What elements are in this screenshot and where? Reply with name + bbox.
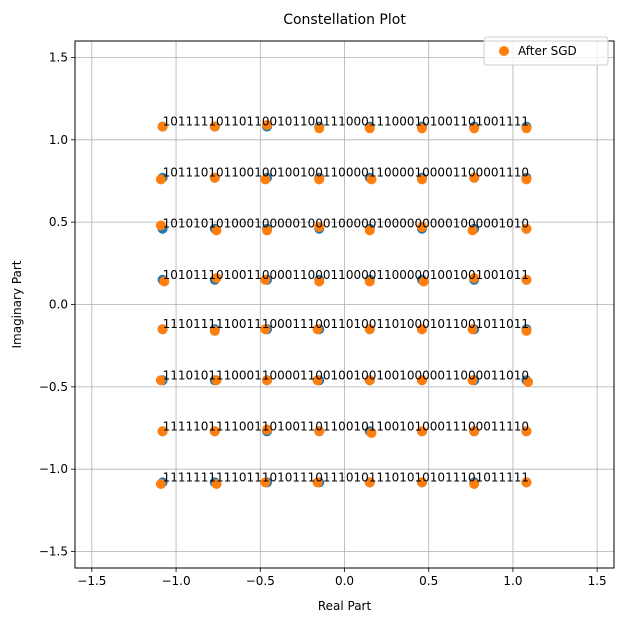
bit-label-row: 1010101010001000001000100000100000000010… [163,217,529,231]
after-sgd-point [262,375,273,386]
after-sgd-point [262,225,273,236]
x-tick-label: 0.0 [335,574,354,588]
after-sgd-point [418,276,429,287]
after-sgd-point [314,276,325,287]
after-sgd-point [467,324,478,335]
after-sgd-point [260,477,271,488]
bit-label-row: 1110111110011100011100110100110100010110… [163,317,529,331]
after-sgd-point [155,479,166,490]
bit-label-row: 1011101011001001001001100001100001000011… [163,166,529,180]
after-sgd-point [416,324,427,335]
after-sgd-point [467,225,478,236]
after-sgd-point [159,276,170,287]
after-sgd-point [155,220,166,231]
after-sgd-point [314,174,325,185]
after-sgd-point [416,174,427,185]
bit-label-row: 1111111111011101011101110101110101010111… [163,470,529,484]
chart-title: Constellation Plot [283,12,406,28]
after-sgd-point [312,375,323,386]
after-sgd-point [469,273,480,284]
y-tick-label: −0.5 [39,380,68,394]
after-sgd-point [364,324,375,335]
bit-label-row: 1011111011011001011001110001110001010011… [163,115,529,129]
after-sgd-point [312,477,323,488]
after-sgd-point [416,222,427,233]
x-tick-label: 0.5 [419,574,438,588]
after-sgd-point [209,172,220,183]
after-sgd-point [157,121,168,132]
bit-label-row: 1110101110001100001100100100100100000110… [163,368,529,382]
after-sgd-point [521,274,532,285]
after-sgd-point [364,276,375,287]
after-sgd-point [366,174,377,185]
after-sgd-point [312,324,323,335]
after-sgd-point [523,376,534,387]
y-tick-label: −1.5 [39,545,68,559]
after-sgd-point [416,375,427,386]
x-tick-label: 1.5 [588,574,607,588]
legend-marker-after-sgd [499,46,509,56]
bit-label-row: 1010111010011000011000110000110000010010… [163,268,529,282]
y-tick-label: 1.5 [49,50,68,64]
after-sgd-point [521,477,532,488]
x-axis-ticks: −1.5 −1.0 −0.5 0.0 0.5 1.0 1.5 [77,568,607,588]
after-sgd-point [211,225,222,236]
y-tick-label: −1.0 [39,462,68,476]
after-sgd-point [260,274,271,285]
after-sgd-point [155,174,166,185]
after-sgd-point [209,426,220,437]
x-tick-label: −1.0 [161,574,190,588]
after-sgd-point [521,174,532,185]
y-tick-label: 0.5 [49,215,68,229]
after-sgd-point [211,273,222,284]
after-sgd-point [314,222,325,233]
after-sgd-point [364,477,375,488]
after-sgd-point [521,223,532,234]
after-sgd-point [416,477,427,488]
after-sgd-point [262,119,273,130]
bit-label-row: 1111101111001101001101100101100101000111… [163,419,529,433]
x-tick-label: 1.0 [503,574,522,588]
x-tick-label: −1.5 [77,574,106,588]
after-sgd-point [469,479,480,490]
after-sgd-point [262,424,273,435]
after-sgd-point [209,325,220,336]
after-sgd-point [157,324,168,335]
after-sgd-point [521,325,532,336]
legend-box [483,36,609,66]
after-sgd-point [364,375,375,386]
after-sgd-point [469,426,480,437]
after-sgd-point [469,123,480,134]
after-sgd-point [364,225,375,236]
x-axis-label: Real Part [318,599,372,613]
after-sgd-point [211,375,222,386]
after-sgd-point [467,375,478,386]
after-sgd-point [155,375,166,386]
after-sgd-point [416,426,427,437]
after-sgd-point [314,123,325,134]
after-sgd-point [260,324,271,335]
after-sgd-point [157,426,168,437]
y-tick-label: 1.0 [49,133,68,147]
after-sgd-point [260,174,271,185]
after-sgd-point [416,123,427,134]
after-sgd-point [521,426,532,437]
x-tick-label: −0.5 [246,574,275,588]
bit-labels: 1011111011011001011001110001110001010011… [163,115,529,485]
after-sgd-point [314,426,325,437]
after-sgd-point [211,479,222,490]
after-sgd-point [521,123,532,134]
after-sgd-point [209,121,220,132]
y-axis-label: Imaginary Part [10,260,24,348]
after-sgd-point [366,427,377,438]
series-after-sgd-points [155,119,534,490]
y-tick-label: 0.0 [49,298,68,312]
legend: After SGD [483,36,609,66]
y-axis-ticks: −1.5 −1.0 −0.5 0.0 0.5 1.0 1.5 [39,50,75,559]
legend-label-after-sgd: After SGD [518,44,577,58]
after-sgd-point [364,123,375,134]
after-sgd-point [469,172,480,183]
